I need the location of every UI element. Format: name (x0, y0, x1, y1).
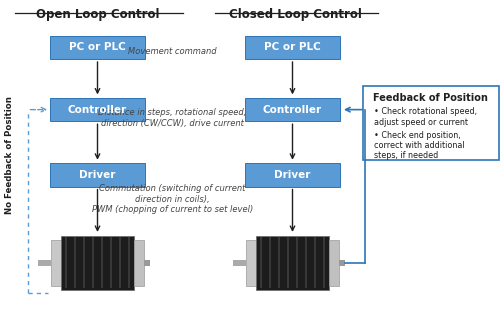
Bar (296, 237, 298, 289)
Text: Driver: Driver (274, 170, 310, 180)
Bar (329, 240, 339, 286)
Bar (286, 237, 289, 289)
Bar (64, 237, 67, 289)
Bar (119, 237, 122, 289)
Bar (268, 237, 271, 289)
Text: Controller: Controller (263, 104, 322, 115)
Text: Closed Loop Control: Closed Loop Control (228, 8, 362, 21)
Bar (62, 236, 134, 290)
Text: No Feedback of Position: No Feedback of Position (6, 96, 15, 215)
Text: Open Loop Control: Open Loop Control (36, 8, 159, 21)
FancyBboxPatch shape (50, 36, 145, 59)
Bar (278, 237, 280, 289)
FancyBboxPatch shape (245, 98, 340, 121)
Bar (74, 237, 76, 289)
Bar (128, 237, 130, 289)
FancyBboxPatch shape (50, 98, 145, 121)
FancyBboxPatch shape (362, 86, 498, 160)
Text: Controller: Controller (68, 104, 127, 115)
Bar (110, 237, 112, 289)
Text: Distance in steps, rotational speed,
direction (CW/CCW), drive current: Distance in steps, rotational speed, dir… (98, 109, 246, 128)
Text: Movement command: Movement command (128, 47, 217, 56)
FancyBboxPatch shape (245, 36, 340, 59)
Text: • Check rotational speed,
adjust speed or current: • Check rotational speed, adjust speed o… (374, 107, 477, 127)
Text: PC or PLC: PC or PLC (69, 42, 126, 53)
Bar (305, 237, 308, 289)
Bar (233, 260, 246, 266)
Bar (92, 237, 94, 289)
Text: • Check end position,
correct with additional
steps, if needed: • Check end position, correct with addit… (374, 131, 464, 160)
Bar (134, 240, 144, 286)
Bar (101, 237, 103, 289)
Text: Feedback of Position: Feedback of Position (373, 93, 488, 103)
Text: Commutation (switching of current
direction in coils),
PWM (chopping of current : Commutation (switching of current direct… (92, 184, 253, 214)
Bar (246, 240, 256, 286)
Bar (51, 240, 62, 286)
FancyBboxPatch shape (50, 163, 145, 187)
Bar (256, 236, 329, 290)
Bar (323, 237, 326, 289)
Bar (38, 260, 51, 266)
Text: Driver: Driver (80, 170, 116, 180)
Text: PC or PLC: PC or PLC (264, 42, 321, 53)
FancyBboxPatch shape (245, 163, 340, 187)
Bar (260, 237, 262, 289)
Bar (144, 259, 150, 266)
Bar (82, 237, 85, 289)
Bar (339, 259, 344, 266)
Bar (314, 237, 316, 289)
